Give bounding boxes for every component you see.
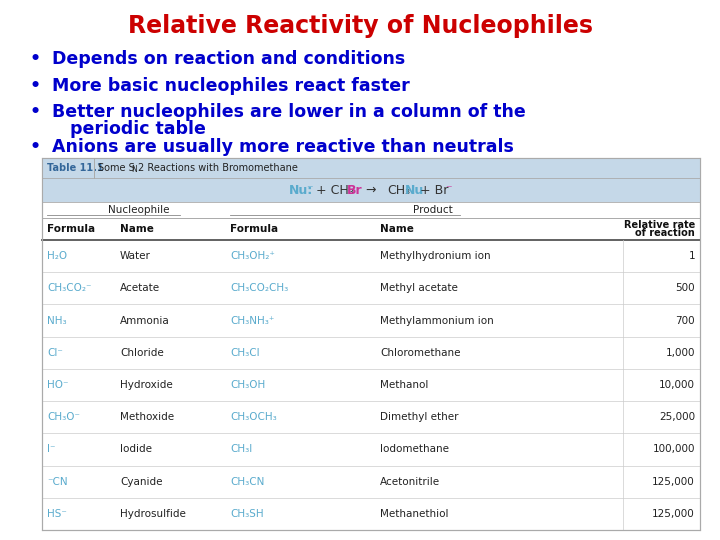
Text: 10,000: 10,000 bbox=[659, 380, 695, 390]
Text: →: → bbox=[359, 184, 385, 197]
Text: of reaction: of reaction bbox=[635, 228, 695, 239]
Text: + Br: + Br bbox=[416, 184, 449, 197]
Text: Formula: Formula bbox=[47, 224, 95, 234]
Text: Formula: Formula bbox=[230, 224, 278, 234]
Text: 1: 1 bbox=[688, 251, 695, 261]
Text: CH₃O⁻: CH₃O⁻ bbox=[47, 412, 80, 422]
Text: Br: Br bbox=[347, 184, 362, 197]
Text: Methyl acetate: Methyl acetate bbox=[380, 284, 458, 293]
Text: Nu:: Nu: bbox=[289, 184, 313, 197]
Text: Cl⁻: Cl⁻ bbox=[47, 348, 63, 358]
Text: 125,000: 125,000 bbox=[652, 477, 695, 487]
Text: •: • bbox=[30, 103, 41, 121]
Text: 700: 700 bbox=[675, 315, 695, 326]
Text: Hydrosulfide: Hydrosulfide bbox=[120, 509, 186, 519]
Text: ⁻CN: ⁻CN bbox=[47, 477, 68, 487]
Text: Nu: Nu bbox=[405, 184, 424, 197]
Text: HO⁻: HO⁻ bbox=[47, 380, 68, 390]
Text: Acetonitrile: Acetonitrile bbox=[380, 477, 440, 487]
Text: CH₃CN: CH₃CN bbox=[230, 477, 264, 487]
Text: ⁻: ⁻ bbox=[446, 184, 452, 197]
Text: CH₃CO₂CH₃: CH₃CO₂CH₃ bbox=[230, 284, 288, 293]
Text: Anions are usually more reactive than neutrals: Anions are usually more reactive than ne… bbox=[52, 138, 514, 156]
Text: Acetate: Acetate bbox=[120, 284, 160, 293]
Text: HS⁻: HS⁻ bbox=[47, 509, 67, 519]
Text: Depends on reaction and conditions: Depends on reaction and conditions bbox=[52, 50, 405, 68]
Text: NH₃: NH₃ bbox=[47, 315, 67, 326]
Text: I⁻: I⁻ bbox=[47, 444, 55, 455]
Text: Iodomethane: Iodomethane bbox=[380, 444, 449, 455]
Text: 2 Reactions with Bromomethane: 2 Reactions with Bromomethane bbox=[138, 163, 298, 173]
Text: CH₃: CH₃ bbox=[387, 184, 410, 197]
Text: ⁻: ⁻ bbox=[306, 184, 312, 197]
Text: Relative Reactivity of Nucleophiles: Relative Reactivity of Nucleophiles bbox=[127, 14, 593, 38]
Text: 1,000: 1,000 bbox=[665, 348, 695, 358]
Text: 100,000: 100,000 bbox=[652, 444, 695, 455]
Text: CH₃SH: CH₃SH bbox=[230, 509, 264, 519]
Text: •: • bbox=[30, 77, 41, 95]
Text: Chloride: Chloride bbox=[120, 348, 163, 358]
Text: Methanol: Methanol bbox=[380, 380, 428, 390]
Text: Nucleophile: Nucleophile bbox=[108, 205, 169, 215]
Text: CH₃OCH₃: CH₃OCH₃ bbox=[230, 412, 276, 422]
Text: Product: Product bbox=[413, 205, 452, 215]
Text: Name: Name bbox=[120, 224, 154, 234]
Text: Methylammonium ion: Methylammonium ion bbox=[380, 315, 494, 326]
Text: 25,000: 25,000 bbox=[659, 412, 695, 422]
Text: CH₃NH₃⁺: CH₃NH₃⁺ bbox=[230, 315, 274, 326]
Text: CH₃Cl: CH₃Cl bbox=[230, 348, 260, 358]
Bar bbox=[42, 158, 700, 530]
Text: Iodide: Iodide bbox=[120, 444, 152, 455]
Text: Table 11.1: Table 11.1 bbox=[47, 163, 104, 173]
Text: N: N bbox=[131, 165, 137, 174]
Text: Methanethiol: Methanethiol bbox=[380, 509, 449, 519]
Text: CH₃OH₂⁺: CH₃OH₂⁺ bbox=[230, 251, 275, 261]
Text: Methylhydronium ion: Methylhydronium ion bbox=[380, 251, 490, 261]
Text: Better nucleophiles are lower in a column of the: Better nucleophiles are lower in a colum… bbox=[52, 103, 526, 121]
Text: periodic table: periodic table bbox=[52, 120, 206, 138]
Text: More basic nucleophiles react faster: More basic nucleophiles react faster bbox=[52, 77, 410, 95]
Text: Ammonia: Ammonia bbox=[120, 315, 170, 326]
Bar bbox=[42, 158, 700, 178]
Text: H₂O: H₂O bbox=[47, 251, 67, 261]
Text: •: • bbox=[30, 50, 41, 68]
Text: CH₃OH: CH₃OH bbox=[230, 380, 265, 390]
Text: 125,000: 125,000 bbox=[652, 509, 695, 519]
Text: Chloromethane: Chloromethane bbox=[380, 348, 461, 358]
Text: Dimethyl ether: Dimethyl ether bbox=[380, 412, 459, 422]
Text: + CH₃: + CH₃ bbox=[312, 184, 354, 197]
Text: •: • bbox=[30, 138, 41, 156]
Text: CH₃I: CH₃I bbox=[230, 444, 252, 455]
Text: Some S: Some S bbox=[98, 163, 135, 173]
Text: Cyanide: Cyanide bbox=[120, 477, 163, 487]
Text: Methoxide: Methoxide bbox=[120, 412, 174, 422]
Text: Relative rate: Relative rate bbox=[624, 220, 695, 231]
Text: 500: 500 bbox=[675, 284, 695, 293]
Text: Name: Name bbox=[380, 224, 414, 234]
Text: Hydroxide: Hydroxide bbox=[120, 380, 173, 390]
Text: Water: Water bbox=[120, 251, 151, 261]
Bar bbox=[42, 178, 700, 202]
Text: CH₃CO₂⁻: CH₃CO₂⁻ bbox=[47, 284, 91, 293]
